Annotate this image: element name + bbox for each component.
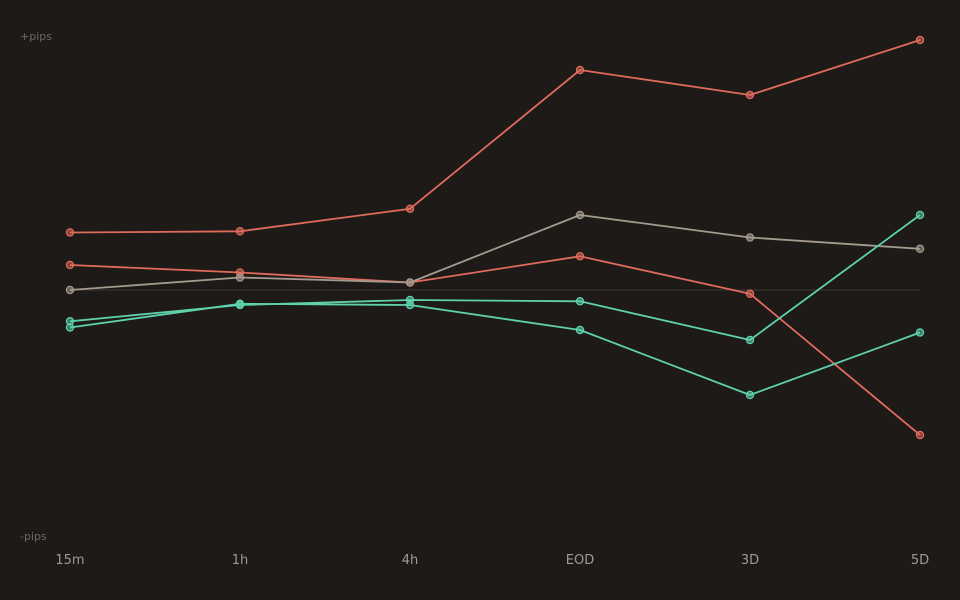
series-1-point <box>915 35 925 45</box>
series-1-point <box>65 228 75 237</box>
y-axis-bottom-label: -pips <box>20 530 47 543</box>
series-3-point <box>405 278 415 287</box>
series-4-point <box>915 210 925 220</box>
series-3-line <box>69 214 921 291</box>
series-5-line <box>69 302 921 396</box>
series-5 <box>65 299 925 400</box>
series-3-point <box>235 273 245 282</box>
series-3-point <box>745 233 755 242</box>
series-1 <box>65 35 925 237</box>
series-2-point <box>65 260 75 270</box>
series-3-point <box>575 210 585 220</box>
x-tick-label: 15m <box>55 553 84 568</box>
series-3 <box>65 210 925 295</box>
series-5-point <box>65 323 75 332</box>
series-3-point <box>915 244 925 253</box>
series-1-point <box>575 65 585 75</box>
series-2-point <box>575 252 585 261</box>
series-3-point <box>65 285 75 295</box>
y-axis-top-label: +pips <box>20 30 52 43</box>
x-axis-ticks: 15m 1h 4h EOD 3D 5D <box>55 553 929 568</box>
series-5-point <box>915 328 925 337</box>
series-1-line <box>69 39 921 234</box>
series-5-point <box>235 299 245 308</box>
series-5-point <box>405 300 415 310</box>
series-1-point <box>405 204 415 213</box>
series-2-point <box>915 430 925 440</box>
series-1-point <box>235 227 245 236</box>
series-1-point <box>745 90 755 100</box>
x-tick-label: 3D <box>741 553 759 568</box>
series-layer <box>65 35 925 440</box>
x-tick-label: 4h <box>402 553 419 568</box>
series-2-line <box>69 255 921 436</box>
series-4-point <box>575 297 585 306</box>
series-5-point <box>745 390 755 400</box>
series-4-point <box>745 335 755 345</box>
x-tick-label: 5D <box>911 553 929 568</box>
series-2-point <box>745 289 755 298</box>
x-tick-label: 1h <box>232 553 249 568</box>
x-tick-label: EOD <box>566 553 594 568</box>
series-5-point <box>575 325 585 335</box>
